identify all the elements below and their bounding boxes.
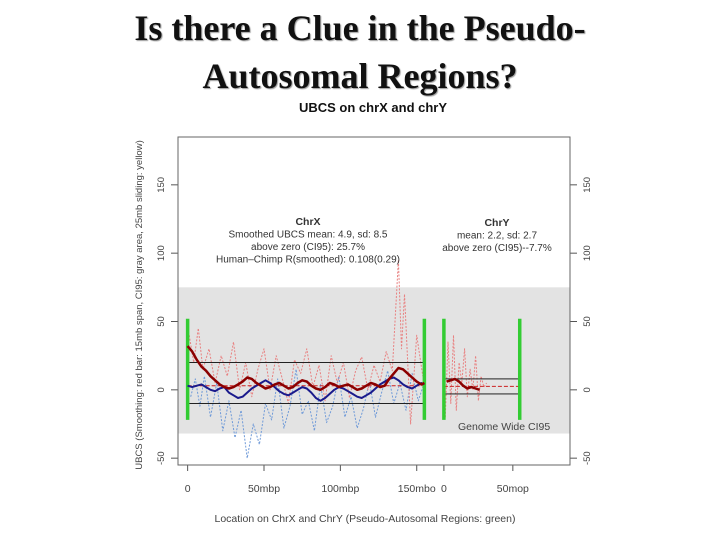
y-tick-label-left: 100	[156, 245, 167, 261]
slide-title-line-2: Autosomal Regions?	[202, 56, 518, 96]
chry-x-tick-label: 50mop	[497, 483, 529, 495]
chrx-x-tick-label: 150mbo	[398, 483, 436, 495]
chrx-x-tick-label: 50mbp	[248, 483, 280, 495]
chart-title: UBCS on chrX and chrY	[299, 100, 447, 115]
chrx-annotation: ChrX	[295, 216, 320, 228]
chry-annotation: mean: 2.2, sd: 2.7	[457, 231, 537, 242]
chrx-smoothed-series	[186, 345, 425, 392]
plot-frame	[177, 136, 571, 466]
chrx-raw-red-series	[188, 259, 424, 425]
y-tick-label-left: 50	[156, 316, 167, 327]
chry-x-tick-label: 0	[441, 483, 447, 495]
x-axis-label: Location on ChrX and ChrY (Pseudo-Autoso…	[215, 513, 516, 525]
y-tick-label-right: 50	[582, 316, 593, 327]
chry-annotation: above zero (CI95)--7.7%	[442, 243, 552, 254]
chrx-sliding-series	[187, 376, 425, 402]
y-tick-label-right: 150	[582, 177, 593, 193]
ci95-label: Genome Wide CI95	[458, 421, 550, 433]
y-tick-label-right: -50	[582, 451, 593, 465]
y-tick-label-left: -50	[156, 451, 167, 465]
chrx-annotation: Smoothed UBCS mean: 4.9, sd: 8.5	[229, 230, 388, 241]
y-tick-label-left: 150	[156, 177, 167, 193]
chry-annotation: ChrY	[484, 217, 509, 229]
chry-smoothed-series	[446, 377, 481, 391]
y-tick-label-left: 0	[156, 387, 167, 392]
y-axis-label: UBCS (Smoothing: red bar: 15mb span, CI9…	[134, 140, 145, 470]
y-tick-label-right: 0	[582, 387, 593, 392]
ci95-band	[178, 287, 570, 434]
chry-raw-red-series	[444, 334, 488, 418]
y-tick-label-right: 100	[582, 245, 593, 261]
slide-title-line-1: Is there a Clue in the Pseudo-	[134, 8, 586, 48]
chrx-annotation: Human–Chimp R(smoothed): 0.108(0.29)	[216, 255, 400, 266]
chrx-x-tick-label: 100mbp	[321, 483, 359, 495]
chrx-x-tick-label: 0	[185, 483, 191, 495]
chrx-annotation: above zero (CI95): 25.7%	[251, 242, 365, 253]
